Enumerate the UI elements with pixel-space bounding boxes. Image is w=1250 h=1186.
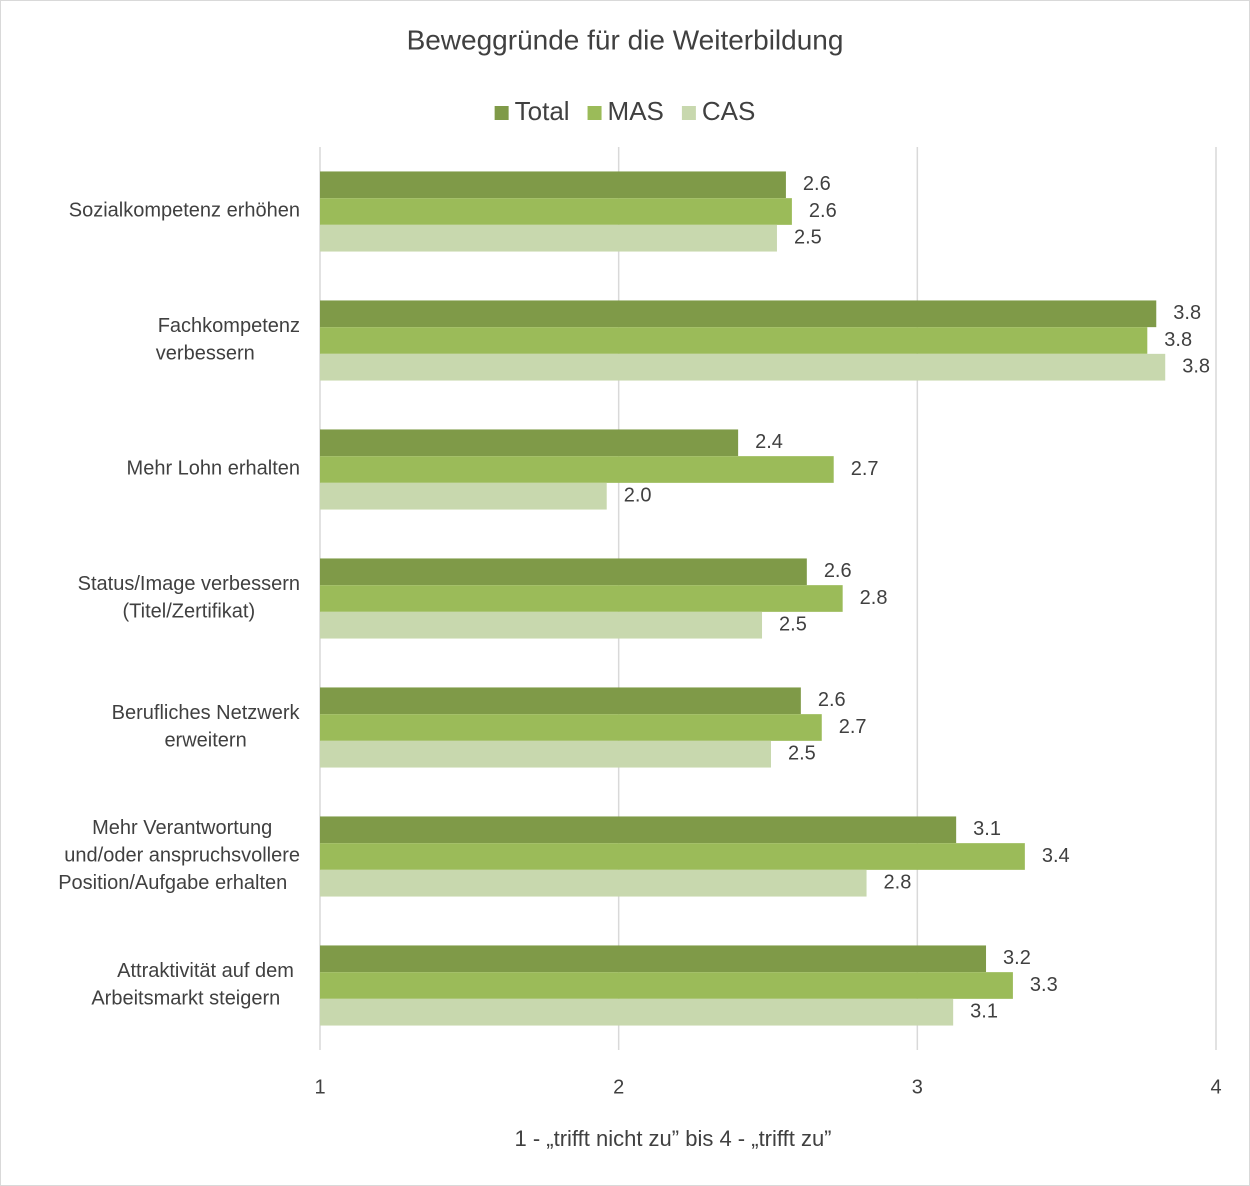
bar xyxy=(320,300,1157,328)
value-label: 3.1 xyxy=(973,818,1001,840)
bar xyxy=(320,998,954,1026)
bar xyxy=(320,482,607,510)
bar xyxy=(320,585,843,612)
bar xyxy=(320,429,739,457)
bar xyxy=(320,611,763,639)
value-label: 2.6 xyxy=(809,200,837,222)
bar xyxy=(320,816,957,844)
y-tick-label: Mehr Lohn erhalten xyxy=(127,458,300,480)
value-label: 2.8 xyxy=(860,587,888,609)
x-axis-title: 1 - „trifft nicht zu” bis 4 - „trifft zu… xyxy=(514,1126,831,1151)
value-label: 2.5 xyxy=(779,613,807,635)
bar xyxy=(320,456,834,483)
value-label: 2.6 xyxy=(818,689,846,711)
bar xyxy=(320,687,801,715)
x-tick-label: 2 xyxy=(613,1076,624,1098)
value-label: 3.8 xyxy=(1173,302,1201,324)
bar xyxy=(320,171,786,199)
value-label: 2.5 xyxy=(788,742,816,764)
y-tick-label: Fachkompetenz verbessern xyxy=(156,315,300,365)
y-tick-label: Berufliches Netzwerk erweitern xyxy=(112,702,301,752)
bar xyxy=(320,972,1013,999)
value-label: 2.0 xyxy=(624,484,652,506)
bar xyxy=(320,224,777,252)
x-tick-label: 4 xyxy=(1210,1076,1221,1098)
value-label: 2.6 xyxy=(803,173,831,195)
value-label: 2.7 xyxy=(839,716,867,738)
value-label: 2.5 xyxy=(794,226,822,248)
value-label: 2.8 xyxy=(884,871,912,893)
y-tick-label: Status/Image verbessern (Titel/Zertifikat… xyxy=(78,573,300,623)
value-label: 2.4 xyxy=(755,431,783,453)
value-label: 2.6 xyxy=(824,560,852,582)
value-label: 3.2 xyxy=(1003,947,1031,969)
bar xyxy=(320,558,807,586)
bar xyxy=(320,945,987,973)
legend: Total MAS CAS xyxy=(494,96,755,126)
bar xyxy=(320,869,867,897)
value-label: 3.8 xyxy=(1164,329,1192,351)
legend-swatch xyxy=(587,106,602,120)
y-tick-label: Mehr Verantwortung und/oder anspruchsvoll… xyxy=(58,817,300,894)
x-tick-label: 1 xyxy=(314,1076,325,1098)
bar xyxy=(320,353,1166,381)
legend-label: CAS xyxy=(702,96,755,126)
bar xyxy=(320,843,1025,870)
legend-label: Total xyxy=(515,96,570,126)
chart-title: Beweggründe für die Weiterbildung xyxy=(407,24,844,55)
bar xyxy=(320,198,792,225)
value-label: 3.1 xyxy=(970,1000,998,1022)
y-tick-label: Attraktivität auf dem Arbeitsmarkt steige… xyxy=(91,960,294,1010)
legend-swatch xyxy=(494,106,509,120)
legend-label: MAS xyxy=(608,96,664,126)
bar xyxy=(320,327,1148,354)
legend-swatch xyxy=(681,106,696,120)
value-label: 3.3 xyxy=(1030,974,1058,996)
value-label: 3.4 xyxy=(1042,845,1070,867)
value-label: 3.8 xyxy=(1182,355,1210,377)
bar xyxy=(320,714,822,741)
y-tick-label: Sozialkompetenz erhöhen xyxy=(69,200,300,222)
bar xyxy=(320,740,771,768)
x-tick-label: 3 xyxy=(912,1076,923,1098)
value-label: 2.7 xyxy=(851,458,879,480)
